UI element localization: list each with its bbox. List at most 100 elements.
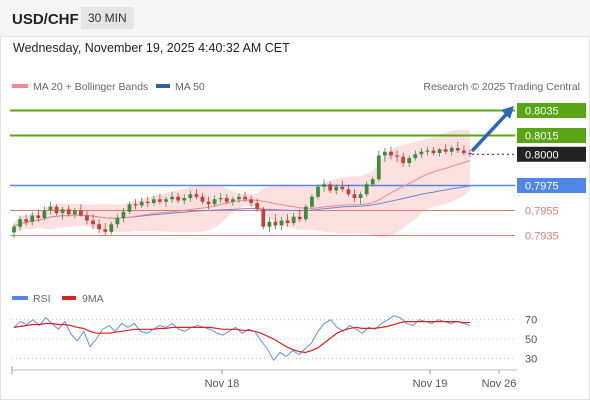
chart-datetime: Wednesday, November 19, 2025 4:40:32 AM …	[13, 41, 290, 55]
legend-ma50: MA 50	[175, 81, 205, 93]
candle	[303, 204, 308, 222]
candle	[261, 206, 266, 230]
candle	[340, 180, 345, 192]
forecast-arrow-shaft	[471, 110, 510, 152]
chart-header: USD/CHF 30 MIN	[0, 0, 590, 37]
legend-swatch-rsi	[12, 296, 28, 300]
candle	[164, 196, 168, 207]
candle	[206, 196, 211, 210]
candle	[291, 213, 296, 226]
candle	[401, 153, 406, 167]
candle	[170, 191, 174, 203]
candle	[115, 214, 120, 228]
candle	[109, 221, 114, 235]
ma20-line	[13, 160, 471, 228]
candle	[121, 208, 126, 222]
candle	[364, 181, 369, 197]
candle	[30, 211, 35, 226]
candle	[78, 204, 83, 217]
rsi-tick-label: 30	[525, 353, 537, 365]
candle	[212, 195, 217, 207]
candle	[85, 210, 89, 225]
candle	[419, 148, 424, 158]
candle	[188, 190, 193, 202]
candle	[103, 223, 108, 236]
legend-9ma: 9MA	[82, 293, 104, 305]
rsi-9ma-line	[13, 321, 470, 354]
rsi-tick-label: 50	[525, 334, 537, 346]
candle	[322, 179, 326, 192]
candle	[127, 201, 132, 215]
candle	[36, 209, 41, 222]
forecast-arrow-head	[501, 106, 514, 119]
level-label-box	[517, 178, 586, 193]
x-axis-ticks: Nov 18 Nov 19 Nov 26	[11, 366, 517, 390]
candle	[316, 184, 320, 200]
legend-swatch-ma50	[156, 84, 170, 88]
candle	[455, 141, 460, 153]
candle	[273, 214, 278, 230]
candle	[91, 214, 95, 230]
candle	[182, 194, 187, 205]
level-label-box	[517, 146, 586, 162]
candle	[158, 194, 162, 205]
candle	[279, 216, 284, 231]
level-label-box	[517, 103, 586, 118]
rsi-line	[13, 315, 471, 362]
timeframe-badge[interactable]: 30 MIN	[81, 7, 134, 29]
candle	[97, 219, 102, 233]
candle	[437, 148, 442, 157]
candle	[54, 204, 59, 216]
candle	[389, 146, 393, 160]
x-tick-label: Nov 18	[205, 378, 240, 390]
candle	[413, 150, 418, 161]
legend-swatch-9ma	[62, 296, 76, 300]
candle	[66, 205, 71, 217]
candle	[24, 214, 29, 226]
legend-swatch-bollinger	[12, 84, 28, 88]
candle	[237, 193, 241, 203]
candle	[285, 214, 290, 227]
price-chart: 0.8035 0.8015 0.8000 0.7975 0.7955 0.7935	[10, 103, 586, 243]
candle	[72, 208, 77, 218]
candle	[255, 199, 260, 212]
candle	[443, 144, 448, 155]
candle	[297, 209, 302, 222]
symbol-title: USD/CHF	[12, 11, 79, 28]
legend-bollinger: MA 20 + Bollinger Bands	[33, 81, 148, 93]
candle	[243, 191, 247, 202]
candle	[346, 184, 351, 197]
candle	[151, 195, 156, 206]
candle	[176, 193, 181, 203]
level-label: 0.7975	[525, 181, 559, 193]
candle	[200, 193, 205, 205]
level-label: 0.8015	[525, 131, 559, 143]
candle	[425, 146, 430, 156]
candle	[224, 194, 229, 205]
candle	[370, 176, 375, 187]
rsi-tick-label: 70	[525, 315, 537, 327]
level-label-box	[517, 128, 586, 143]
candle	[395, 150, 399, 162]
candle	[358, 191, 363, 205]
candle	[249, 195, 254, 207]
x-tick-label: Nov 19	[413, 378, 448, 390]
candle	[267, 216, 272, 232]
level-label: 0.7935	[525, 231, 559, 243]
level-label: 0.7955	[525, 206, 559, 218]
credit-text: Research © 2025 Trading Central	[423, 81, 580, 93]
candle	[431, 146, 436, 156]
candle	[462, 145, 466, 156]
x-tick-label: Nov 26	[482, 378, 517, 390]
candle	[133, 199, 138, 210]
level-label: 0.8035	[525, 106, 559, 118]
candle	[376, 150, 381, 182]
candle	[42, 206, 47, 221]
bollinger-band	[14, 129, 470, 238]
candle	[468, 149, 472, 157]
candle	[145, 196, 150, 207]
candle	[60, 206, 65, 220]
candle	[194, 189, 199, 200]
candle	[334, 184, 339, 195]
